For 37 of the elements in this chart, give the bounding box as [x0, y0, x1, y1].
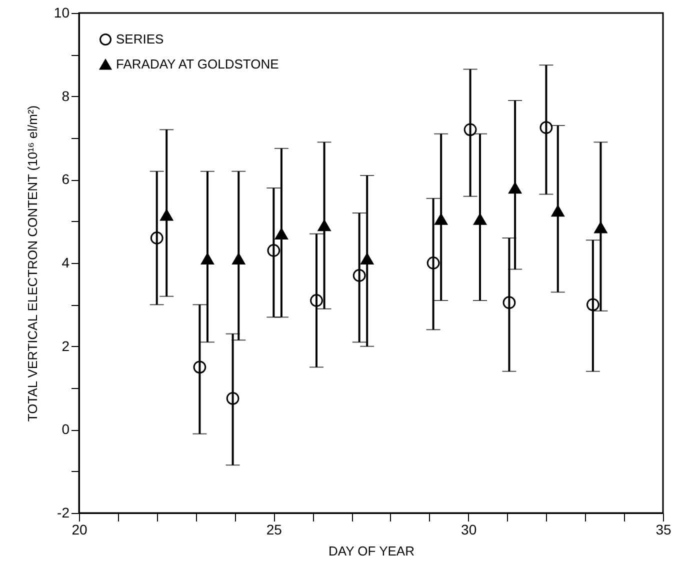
point [586, 298, 600, 312]
x-tick-label: 25 [266, 522, 282, 538]
x-tick-label: 20 [72, 522, 88, 538]
point [275, 228, 288, 240]
point [201, 253, 214, 265]
point [434, 214, 448, 225]
point [508, 182, 522, 194]
point [426, 256, 440, 270]
point [150, 232, 164, 244]
legend-label: SERIES [116, 32, 164, 46]
point [474, 214, 486, 225]
y-tick-label: 10 [54, 4, 70, 20]
point [551, 205, 564, 217]
x-axis-title: DAY OF YEAR [328, 544, 414, 558]
point [502, 296, 516, 310]
y-axis-title: TOTAL VERTICAL ELECTRON CONTENT (10¹⁶ el/m²) [24, 105, 40, 422]
y-tick-label: 0 [62, 421, 70, 438]
point [360, 253, 374, 265]
y-tick-label: 6 [62, 171, 70, 188]
point [318, 220, 331, 232]
x-tick-label: 35 [656, 522, 672, 538]
point [267, 244, 280, 257]
point [160, 209, 174, 221]
point [310, 294, 323, 307]
x-tick-label: 30 [461, 522, 477, 538]
y-tick-label: -2 [57, 504, 70, 520]
legend-label: FARADAY AT GOLDSTONE [116, 56, 280, 72]
y-tick-label: 4 [62, 254, 70, 270]
point [352, 269, 366, 282]
point [193, 360, 206, 374]
y-tick-label: 2 [62, 338, 70, 354]
point [464, 123, 477, 136]
point [594, 222, 608, 234]
point [540, 121, 553, 134]
point [226, 392, 240, 405]
y-tick-label: 8 [62, 88, 70, 104]
point [232, 253, 246, 265]
